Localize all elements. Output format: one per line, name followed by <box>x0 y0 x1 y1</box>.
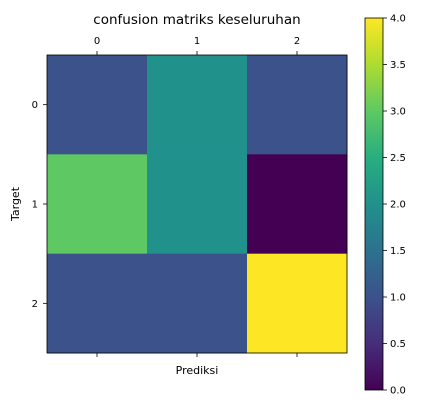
heatmap-cells <box>47 55 348 354</box>
colorbar-ticks: 0.0 0.5 1.0 1.5 2.0 2.5 3.0 3.5 4.0 <box>383 14 406 397</box>
heatmap-cell-2-2 <box>247 253 348 354</box>
heatmap-cell-0-0 <box>47 55 148 155</box>
heatmap-cell-2-1 <box>147 253 248 354</box>
colorbar-tick-label: 2.0 <box>390 200 406 211</box>
colorbar: 0.0 0.5 1.0 1.5 2.0 2.5 3.0 3.5 4.0 <box>364 14 406 397</box>
colorbar-tick-label: 3.5 <box>390 60 406 71</box>
colorbar-gradient <box>364 17 384 391</box>
x-tick-label: 2 <box>294 36 300 47</box>
colorbar-tick-label: 1.5 <box>390 246 406 257</box>
y-tick-label: 0 <box>32 100 38 111</box>
x-tick-label: 0 <box>94 36 100 47</box>
x-ticks: 0 1 2 <box>94 36 300 357</box>
heatmap-cell-2-0 <box>47 253 148 354</box>
colorbar-tick-label: 4.0 <box>390 14 406 25</box>
heatmap-cell-1-1 <box>147 154 248 255</box>
y-tick-label: 1 <box>32 200 38 211</box>
chart-title: confusion matriks keseluruhan <box>93 12 300 28</box>
heatmap-cell-1-0 <box>47 154 148 255</box>
heatmap-cell-1-2 <box>247 154 348 255</box>
y-ticks: 0 1 2 <box>32 100 47 310</box>
x-tick-label: 1 <box>194 36 200 47</box>
colorbar-tick-label: 0.0 <box>390 386 406 397</box>
y-axis-label: Target <box>9 186 22 222</box>
y-tick-label: 2 <box>32 299 38 310</box>
colorbar-tick-label: 0.5 <box>390 339 406 350</box>
heatmap-cell-0-1 <box>147 55 248 155</box>
x-axis-label: Prediksi <box>176 364 219 377</box>
colorbar-tick-label: 1.0 <box>390 293 406 304</box>
colorbar-tick-label: 3.0 <box>390 107 406 118</box>
colorbar-tick-label: 2.5 <box>390 153 406 164</box>
heatmap-cell-0-2 <box>247 55 348 155</box>
